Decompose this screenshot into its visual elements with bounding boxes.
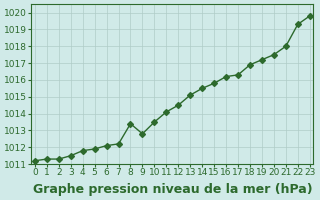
X-axis label: Graphe pression niveau de la mer (hPa): Graphe pression niveau de la mer (hPa) — [33, 183, 312, 196]
